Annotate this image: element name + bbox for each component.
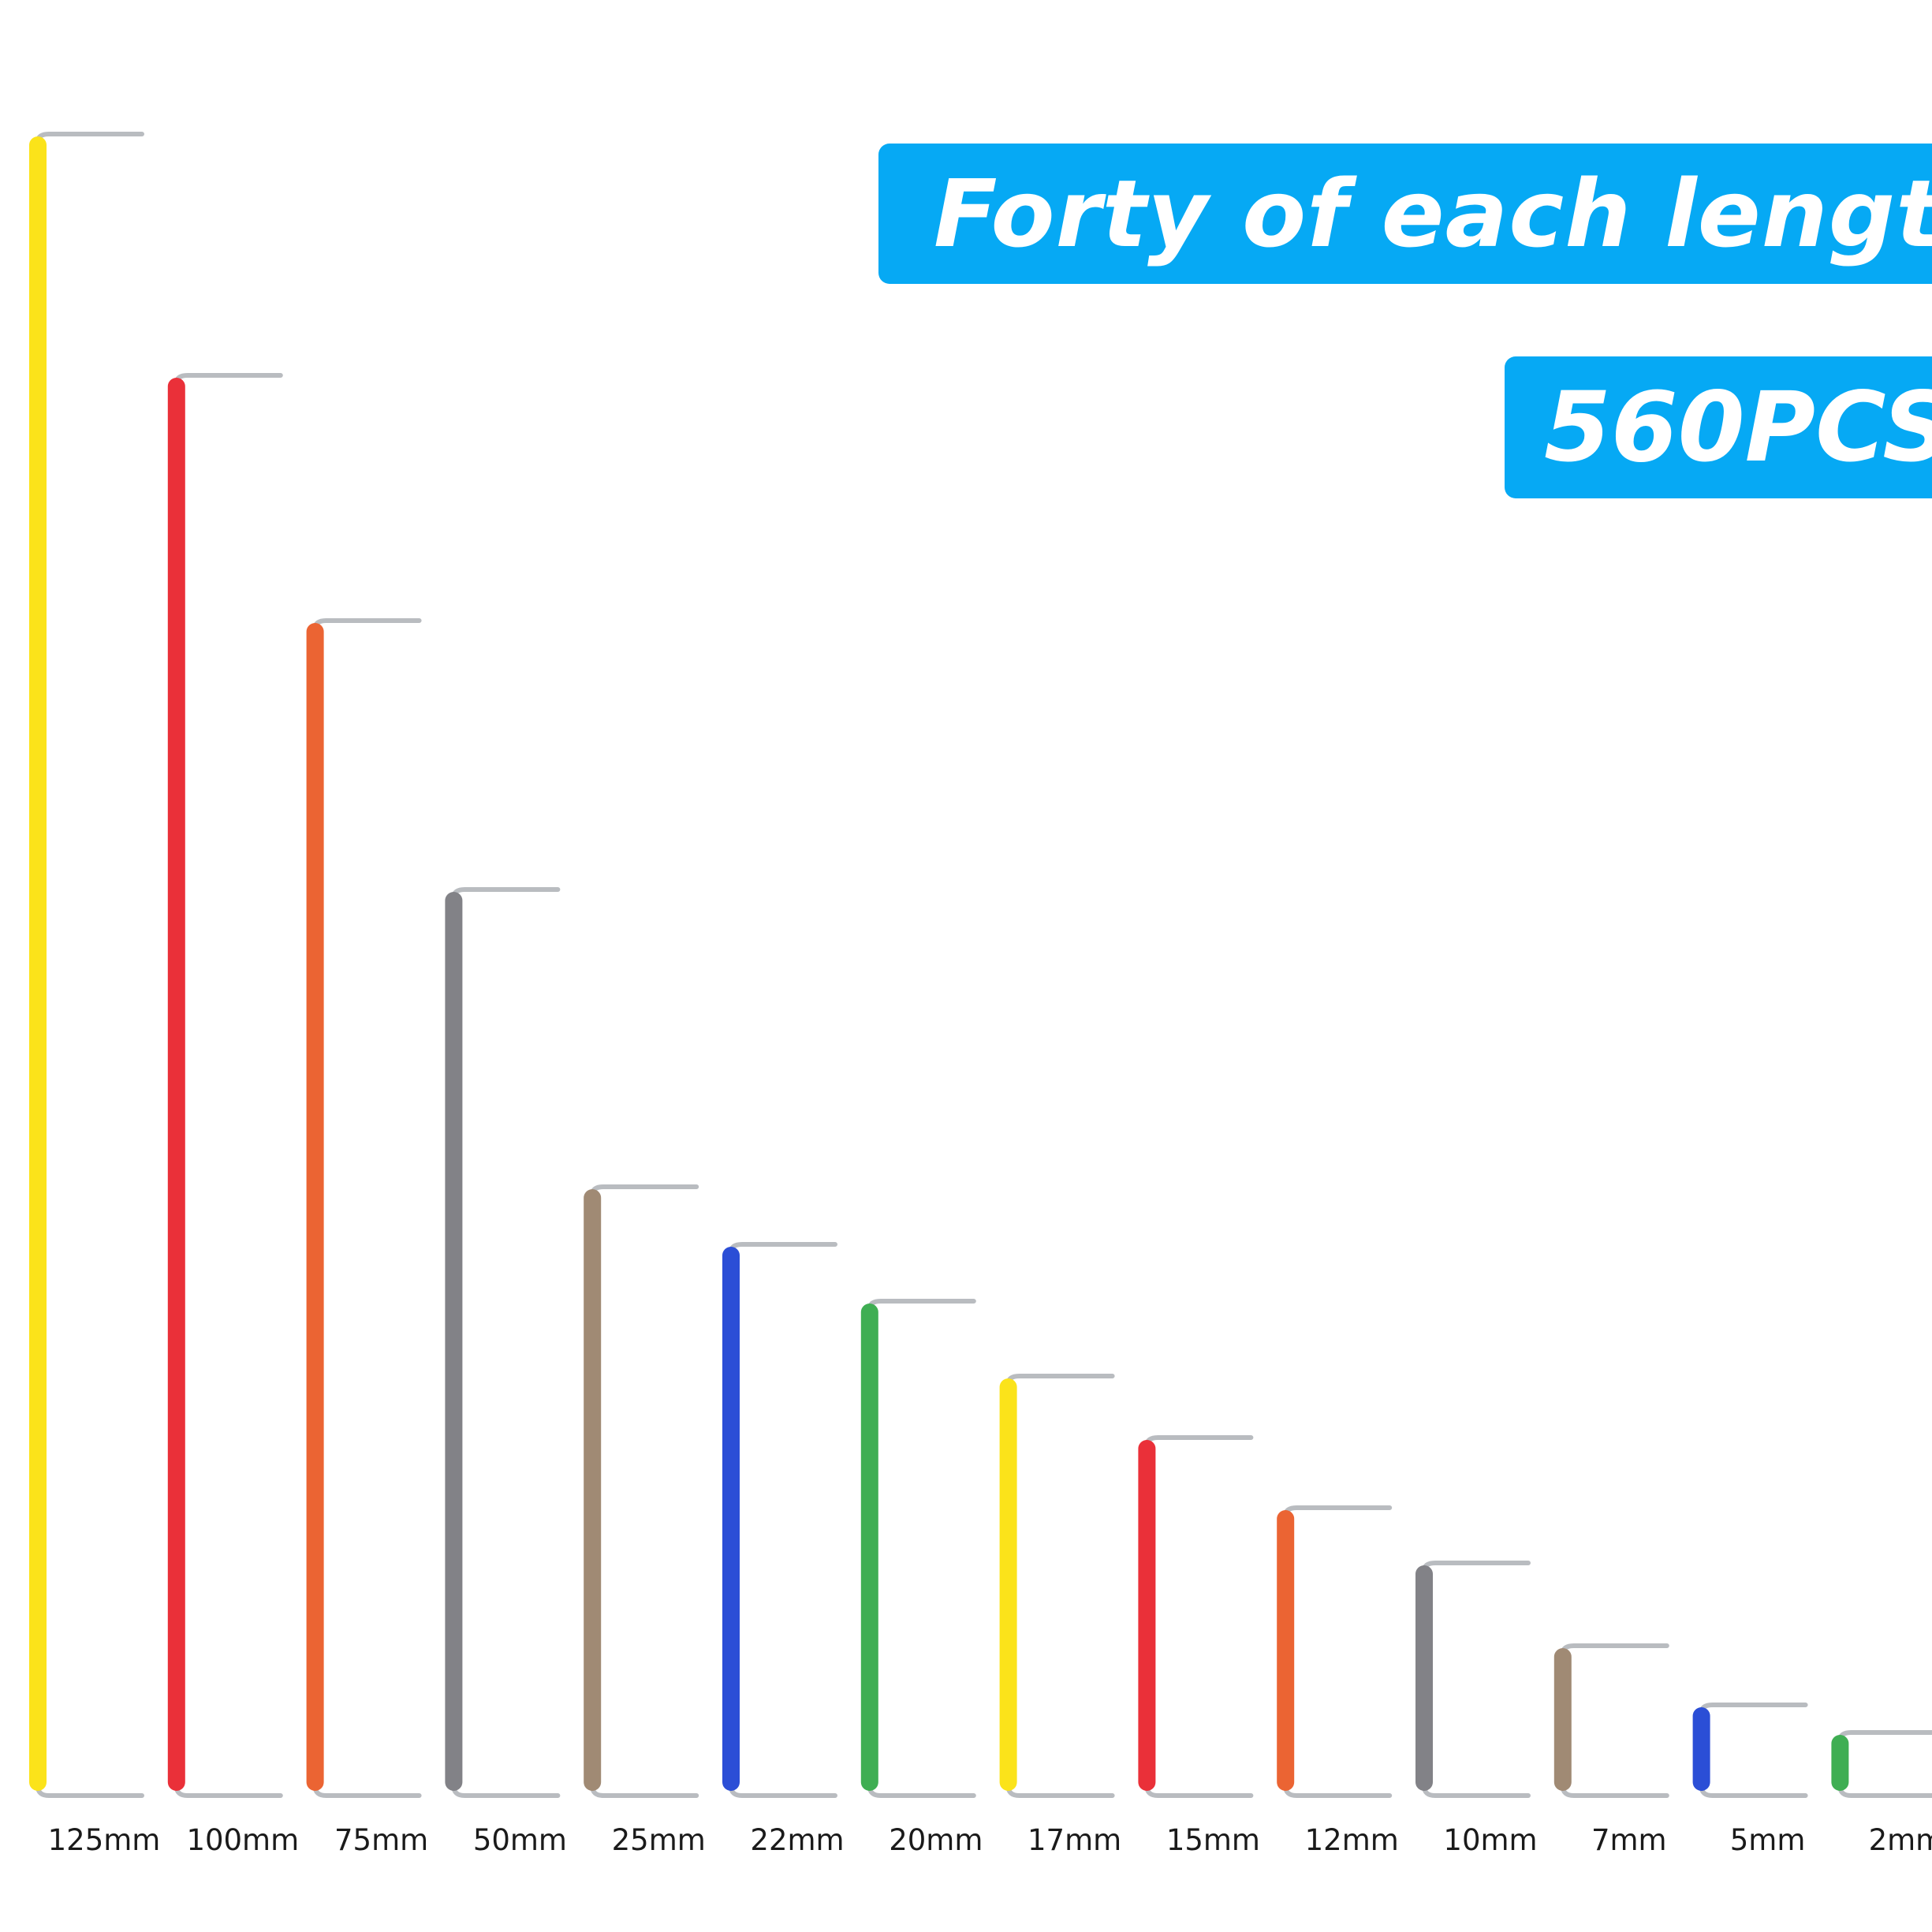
wire-top-lead (867, 1299, 976, 1319)
wire-length-label: 22mm (750, 1823, 844, 1857)
wire-length-label: 50mm (473, 1823, 567, 1857)
wire-top-lead (173, 373, 283, 393)
jumper-wire: 20mm (860, 1299, 983, 1857)
jumper-wire: 12mm (1277, 1505, 1399, 1857)
jumper-wire: 15mm (1138, 1435, 1260, 1857)
jumper-wire: 7mm (1553, 1643, 1669, 1857)
wire-top-lead (1699, 1703, 1808, 1723)
wire-top-lead (729, 1242, 837, 1263)
wire-length-label: 125mm (48, 1823, 161, 1857)
wire-bottom-lead (35, 1780, 144, 1798)
wire-bottom-lead (1699, 1780, 1808, 1798)
wire-bottom-lead (729, 1780, 837, 1798)
wire-length-label: 15mm (1166, 1823, 1260, 1857)
wire-length-label: 17mm (1028, 1823, 1121, 1857)
wire-length-label: 5mm (1730, 1823, 1806, 1857)
wire-length-label: 75mm (334, 1823, 428, 1857)
jumper-wire: 50mm (445, 887, 567, 1857)
wire-bottom-lead (867, 1780, 976, 1798)
jumper-wire: 10mm (1415, 1561, 1538, 1857)
wire-length-label: 25mm (612, 1823, 706, 1857)
jumper-wire: 75mm (306, 618, 428, 1857)
wire-top-lead (1560, 1643, 1669, 1664)
jumper-wire: 5mm (1692, 1703, 1808, 1857)
wire-top-lead (312, 618, 422, 639)
wire-length-label: 12mm (1305, 1823, 1399, 1857)
title-banner: Forty of each length (878, 144, 1932, 284)
jumper-wire: 25mm (584, 1184, 706, 1857)
wire-bottom-lead (1144, 1780, 1254, 1798)
wire-top-lead (1144, 1435, 1254, 1456)
wire-length-label: 2mm (1869, 1823, 1932, 1857)
wire-top-lead (1837, 1730, 1932, 1751)
wire-bottom-lead (1422, 1780, 1531, 1798)
wire-length-label: 20mm (889, 1823, 983, 1857)
wire-length-label: 7mm (1591, 1823, 1667, 1857)
wire-top-lead (1283, 1505, 1393, 1526)
jumper-wire: 2mm (1831, 1730, 1932, 1857)
wire-top-lead (35, 132, 144, 152)
title-text: Forty of each length (934, 159, 1932, 268)
jumper-wire: 22mm (722, 1242, 845, 1857)
jumper-wire: 17mm (999, 1374, 1121, 1857)
wire-bottom-lead (312, 1780, 422, 1798)
wire-length-label: 100mm (186, 1823, 299, 1857)
count-text: 560PCS (1544, 371, 1932, 483)
wire-bottom-lead (1560, 1780, 1669, 1798)
wire-bottom-lead (173, 1780, 283, 1798)
count-banner: 560PCS (1505, 356, 1932, 498)
wire-top-lead (451, 887, 561, 908)
wire-bottom-lead (1837, 1780, 1932, 1798)
wire-bottom-lead (1005, 1780, 1115, 1798)
jumper-wire: 100mm (167, 373, 299, 1857)
wire-top-lead (1422, 1561, 1531, 1581)
wire-bottom-lead (1283, 1780, 1393, 1798)
wire-bottom-lead (590, 1780, 699, 1798)
jumper-wire: 125mm (29, 132, 161, 1857)
wire-top-lead (590, 1184, 699, 1205)
wire-bottom-lead (451, 1780, 561, 1798)
wire-top-lead (1005, 1374, 1115, 1394)
wire-length-label: 10mm (1443, 1823, 1537, 1857)
